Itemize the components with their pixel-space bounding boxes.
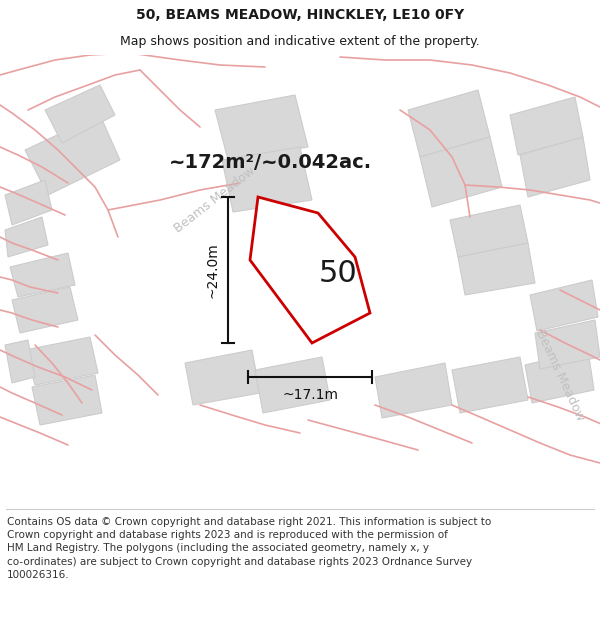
Polygon shape bbox=[535, 320, 600, 369]
Polygon shape bbox=[250, 197, 370, 343]
Polygon shape bbox=[32, 375, 102, 425]
Polygon shape bbox=[375, 363, 452, 418]
Polygon shape bbox=[420, 137, 502, 207]
Polygon shape bbox=[10, 253, 75, 297]
Text: ~17.1m: ~17.1m bbox=[282, 388, 338, 402]
Polygon shape bbox=[45, 85, 115, 143]
Text: Beams Meadow: Beams Meadow bbox=[533, 328, 587, 422]
Polygon shape bbox=[222, 147, 312, 212]
Polygon shape bbox=[255, 357, 330, 413]
Polygon shape bbox=[450, 205, 528, 257]
Text: Beams Meadow: Beams Meadow bbox=[172, 164, 258, 236]
Polygon shape bbox=[452, 357, 528, 413]
Polygon shape bbox=[5, 340, 35, 383]
Polygon shape bbox=[510, 97, 583, 155]
Text: 50: 50 bbox=[319, 259, 358, 288]
Polygon shape bbox=[215, 95, 308, 160]
Text: Map shows position and indicative extent of the property.: Map shows position and indicative extent… bbox=[120, 35, 480, 48]
Text: Contains OS data © Crown copyright and database right 2021. This information is : Contains OS data © Crown copyright and d… bbox=[7, 517, 491, 580]
Text: 50, BEAMS MEADOW, HINCKLEY, LE10 0FY: 50, BEAMS MEADOW, HINCKLEY, LE10 0FY bbox=[136, 8, 464, 22]
Text: ~24.0m: ~24.0m bbox=[205, 242, 219, 298]
Text: ~172m²/~0.042ac.: ~172m²/~0.042ac. bbox=[169, 154, 371, 173]
Polygon shape bbox=[25, 337, 98, 385]
Polygon shape bbox=[25, 115, 120, 195]
Polygon shape bbox=[185, 350, 260, 405]
Polygon shape bbox=[458, 243, 535, 295]
Polygon shape bbox=[520, 137, 590, 197]
Polygon shape bbox=[525, 350, 594, 403]
Polygon shape bbox=[5, 217, 48, 257]
Polygon shape bbox=[530, 280, 598, 331]
Polygon shape bbox=[408, 90, 490, 157]
Polygon shape bbox=[5, 180, 52, 225]
Polygon shape bbox=[12, 287, 78, 333]
